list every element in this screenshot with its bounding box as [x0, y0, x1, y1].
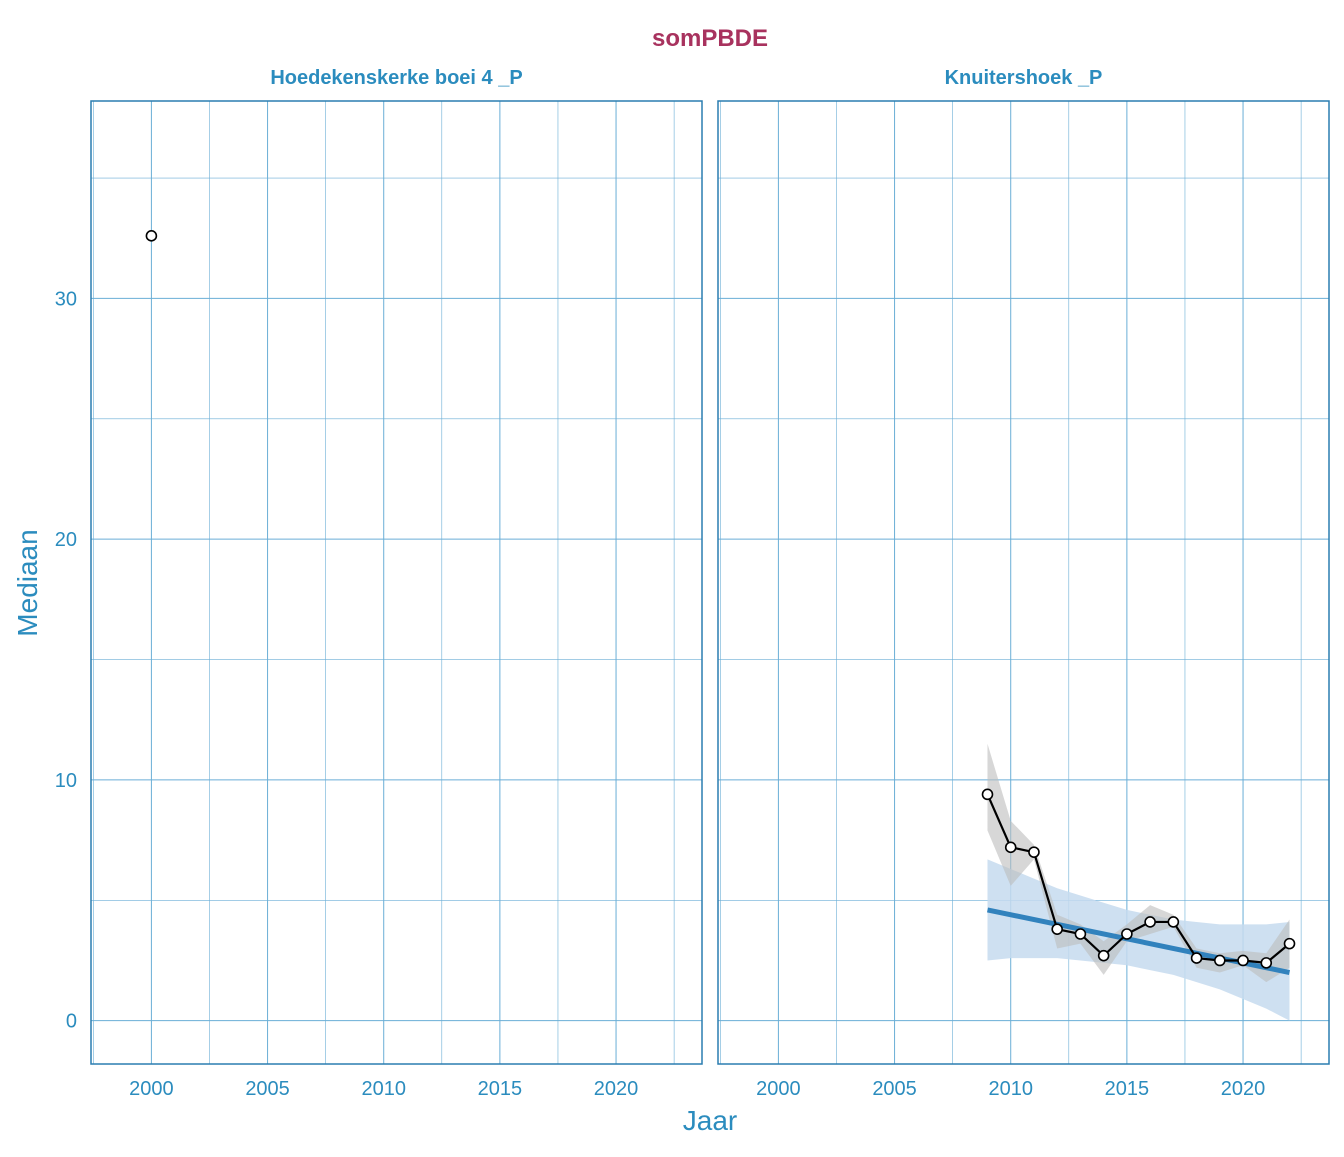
y-tick-label: 0 — [66, 1011, 77, 1033]
x-tick-label: 2010 — [361, 1078, 406, 1100]
x-tick-label: 2005 — [872, 1078, 917, 1100]
data-point — [1190, 952, 1203, 964]
data-point — [1144, 916, 1156, 928]
data-point — [1097, 949, 1110, 962]
data-point — [1121, 928, 1133, 940]
data-point — [1260, 957, 1273, 969]
panel-border — [90, 100, 703, 1065]
data-point — [1283, 937, 1296, 950]
x-tick-label: 2015 — [478, 1078, 523, 1100]
x-tick-label: 2015 — [1105, 1078, 1150, 1100]
data-point — [1214, 954, 1226, 967]
x-tick-label: 2000 — [756, 1078, 801, 1100]
data-point — [981, 788, 994, 801]
y-tick-label: 20 — [55, 529, 77, 551]
y-tick-label: 10 — [55, 770, 77, 792]
data-point — [1051, 923, 1063, 935]
x-axis-label: Jaar — [683, 1105, 737, 1136]
panel-2: Knuitershoek _P 2000 2005 2010 2015 2020 — [717, 67, 1330, 1100]
data-point — [1028, 846, 1040, 858]
panel-title: Knuitershoek _P — [945, 67, 1103, 89]
x-tick-label: 2010 — [988, 1078, 1033, 1100]
data-point — [1004, 841, 1017, 854]
data-point — [1237, 954, 1249, 967]
x-tick-label: 2020 — [1221, 1078, 1266, 1100]
y-tick-label: 30 — [55, 288, 77, 310]
x-tick-label: 2020 — [594, 1078, 639, 1100]
x-tick-label: 2000 — [129, 1078, 174, 1100]
x-tick-label: 2005 — [245, 1078, 290, 1100]
y-axis-label: Mediaan — [12, 529, 43, 636]
data-point — [1074, 928, 1087, 940]
chart-title: somPBDE — [652, 25, 768, 52]
panel-border — [717, 100, 1330, 1065]
data-point — [145, 230, 158, 242]
smooth-band — [987, 743, 1290, 983]
panel-title: Hoedekenskerke boei 4 _P — [270, 67, 522, 89]
data-point — [1167, 916, 1180, 928]
